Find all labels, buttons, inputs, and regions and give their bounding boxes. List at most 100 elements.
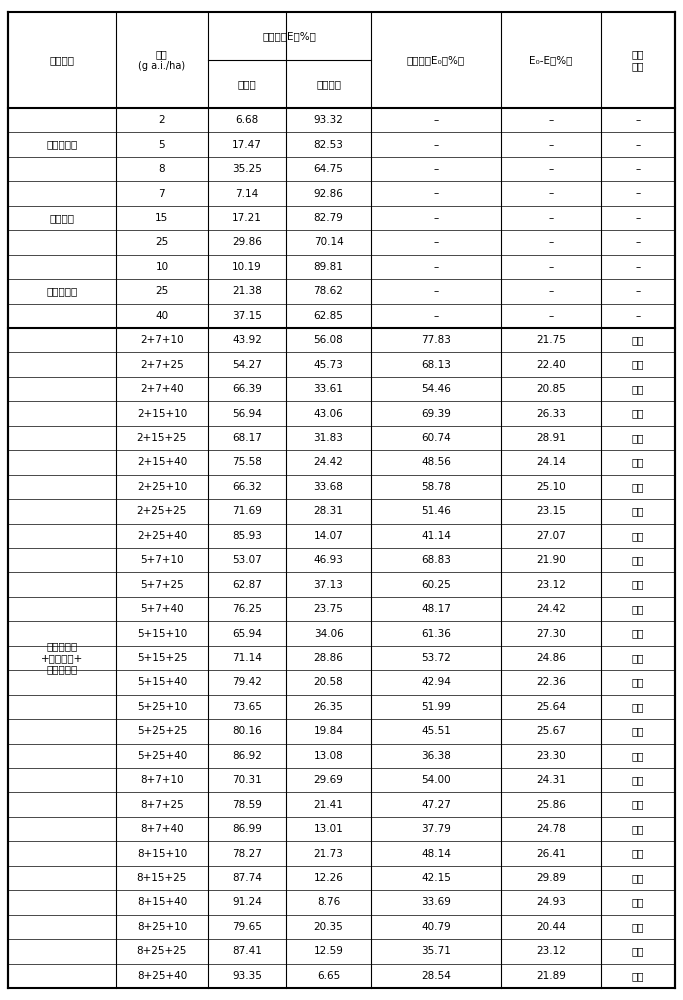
Text: 68.17: 68.17 — [232, 433, 262, 443]
Text: 5+25+10: 5+25+10 — [137, 702, 187, 712]
Text: 为对照的: 为对照的 — [316, 79, 341, 89]
Text: 13.08: 13.08 — [313, 751, 344, 761]
Text: 5+15+40: 5+15+40 — [137, 677, 187, 687]
Text: 48.14: 48.14 — [421, 849, 451, 859]
Text: 2: 2 — [158, 115, 165, 125]
Text: 5+15+10: 5+15+10 — [137, 629, 187, 639]
Text: 64.75: 64.75 — [313, 164, 344, 174]
Text: 25: 25 — [155, 237, 169, 247]
Text: 69.39: 69.39 — [421, 409, 451, 419]
Text: 增效: 增效 — [632, 751, 644, 761]
Text: 增效: 增效 — [632, 873, 644, 883]
Text: 66.32: 66.32 — [232, 482, 262, 492]
Text: 6.65: 6.65 — [317, 971, 340, 981]
Text: 5: 5 — [158, 140, 165, 150]
Text: 增效: 增效 — [632, 335, 644, 345]
Text: –: – — [635, 311, 641, 321]
Text: 8+15+10: 8+15+10 — [137, 849, 187, 859]
Text: 28.86: 28.86 — [313, 653, 344, 663]
Text: 82.53: 82.53 — [313, 140, 344, 150]
Text: 46.93: 46.93 — [313, 555, 344, 565]
Text: –: – — [433, 311, 438, 321]
Text: 24.93: 24.93 — [535, 897, 566, 907]
Text: 实测防效E（%）: 实测防效E（%） — [263, 31, 317, 41]
Text: 93.32: 93.32 — [313, 115, 344, 125]
Text: 17.21: 17.21 — [232, 213, 262, 223]
Text: –: – — [548, 140, 553, 150]
Text: 2+25+10: 2+25+10 — [137, 482, 187, 492]
Text: 65.94: 65.94 — [232, 629, 262, 639]
Text: 8+15+25: 8+15+25 — [137, 873, 187, 883]
Text: 20.85: 20.85 — [536, 384, 566, 394]
Text: 2+7+10: 2+7+10 — [140, 335, 184, 345]
Text: 7.14: 7.14 — [236, 189, 259, 199]
Text: 33.61: 33.61 — [313, 384, 344, 394]
Text: 联合
作用: 联合 作用 — [632, 49, 644, 71]
Text: 增效: 增效 — [632, 653, 644, 663]
Text: 51.46: 51.46 — [421, 506, 451, 516]
Text: 20.58: 20.58 — [313, 677, 344, 687]
Text: 56.94: 56.94 — [232, 409, 262, 419]
Text: 54.27: 54.27 — [232, 360, 262, 370]
Text: 61.36: 61.36 — [421, 629, 451, 639]
Text: 54.46: 54.46 — [421, 384, 451, 394]
Text: 增效: 增效 — [632, 604, 644, 614]
Text: 25.64: 25.64 — [535, 702, 566, 712]
Text: 93.35: 93.35 — [232, 971, 262, 981]
Bar — [8, 12, 675, 108]
Text: –: – — [433, 189, 438, 199]
Text: 增效: 增效 — [632, 482, 644, 492]
Text: 8: 8 — [158, 164, 165, 174]
Text: 60.25: 60.25 — [421, 580, 451, 590]
Text: 78.59: 78.59 — [232, 800, 262, 810]
Text: 35.71: 35.71 — [421, 946, 451, 956]
Text: 91.24: 91.24 — [232, 897, 262, 907]
Text: –: – — [548, 262, 553, 272]
Text: 2+15+25: 2+15+25 — [137, 433, 187, 443]
Text: –: – — [635, 189, 641, 199]
Text: 53.72: 53.72 — [421, 653, 451, 663]
Text: 五氟磺草胺
+噌嗪草酮+
嗇吠嗇磺隆: 五氟磺草胺 +噌嗪草酮+ 嗇吠嗇磺隆 — [41, 641, 83, 675]
Text: 31.83: 31.83 — [313, 433, 344, 443]
Text: 21.90: 21.90 — [536, 555, 566, 565]
Text: 增效: 增效 — [632, 922, 644, 932]
Text: 2+15+40: 2+15+40 — [137, 457, 187, 467]
Text: –: – — [433, 140, 438, 150]
Text: –: – — [433, 213, 438, 223]
Text: 8+7+10: 8+7+10 — [140, 775, 184, 785]
Text: 增效: 增效 — [632, 677, 644, 687]
Text: 71.69: 71.69 — [232, 506, 262, 516]
Text: 8+7+40: 8+7+40 — [140, 824, 184, 834]
Text: 33.68: 33.68 — [313, 482, 344, 492]
Text: 26.35: 26.35 — [313, 702, 344, 712]
Text: 27.07: 27.07 — [536, 531, 566, 541]
Text: 2+7+25: 2+7+25 — [140, 360, 184, 370]
Text: 增效: 增效 — [632, 726, 644, 736]
Text: 10: 10 — [155, 262, 169, 272]
Text: 2+15+10: 2+15+10 — [137, 409, 187, 419]
Text: 21.38: 21.38 — [232, 286, 262, 296]
Text: 53.07: 53.07 — [232, 555, 262, 565]
Text: 48.56: 48.56 — [421, 457, 451, 467]
Text: 25.67: 25.67 — [535, 726, 566, 736]
Text: 29.86: 29.86 — [232, 237, 262, 247]
Text: 82.79: 82.79 — [313, 213, 344, 223]
Text: 7: 7 — [158, 189, 165, 199]
Text: 89.81: 89.81 — [313, 262, 344, 272]
Text: 23.75: 23.75 — [313, 604, 344, 614]
Text: 8+25+40: 8+25+40 — [137, 971, 187, 981]
Text: 21.75: 21.75 — [535, 335, 566, 345]
Text: 62.87: 62.87 — [232, 580, 262, 590]
Text: 86.99: 86.99 — [232, 824, 262, 834]
Text: 23.30: 23.30 — [536, 751, 566, 761]
Text: 68.13: 68.13 — [421, 360, 451, 370]
Text: 2+25+40: 2+25+40 — [137, 531, 187, 541]
Text: 19.84: 19.84 — [313, 726, 344, 736]
Text: –: – — [548, 213, 553, 223]
Text: 24.86: 24.86 — [535, 653, 566, 663]
Text: 增效: 增效 — [632, 506, 644, 516]
Text: 75.58: 75.58 — [232, 457, 262, 467]
Text: 43.06: 43.06 — [313, 409, 344, 419]
Text: 34.06: 34.06 — [313, 629, 344, 639]
Text: 20.44: 20.44 — [536, 922, 566, 932]
